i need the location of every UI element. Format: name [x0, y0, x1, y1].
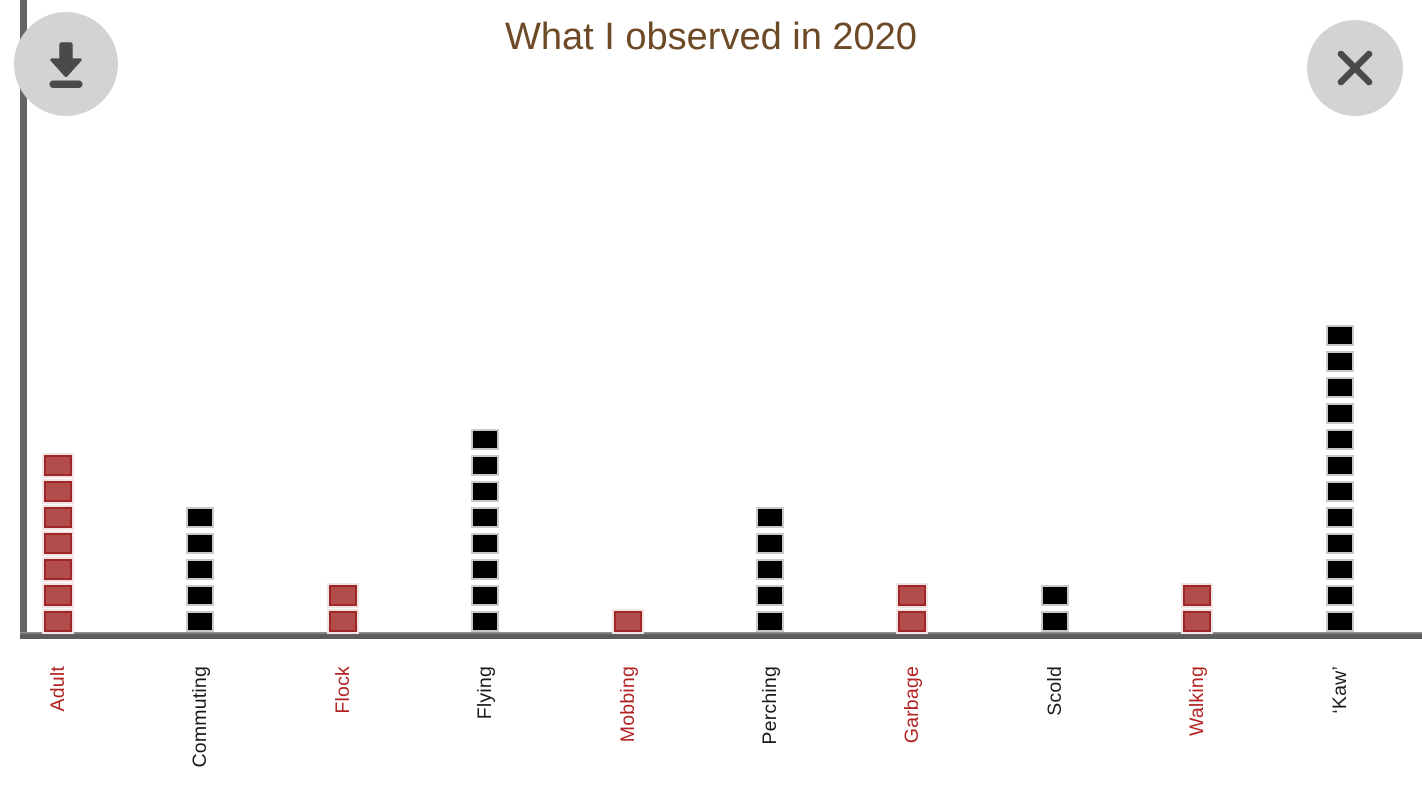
unit-square: [756, 507, 784, 528]
unit-square: [1325, 455, 1354, 476]
bar-column-kaw: [1325, 325, 1354, 632]
unit-square: [44, 533, 72, 554]
unit-square: [328, 585, 357, 606]
unit-square: [613, 611, 642, 632]
unit-square: [471, 611, 500, 632]
x-label-adult: Adult: [47, 666, 69, 712]
x-label-kaw: ‘Kaw’: [1328, 666, 1351, 714]
unit-square: [756, 559, 784, 580]
close-icon: [1337, 50, 1373, 86]
x-label-commuting: Commuting: [189, 666, 212, 768]
unit-square: [328, 611, 357, 632]
unit-square: [471, 559, 500, 580]
unit-square: [44, 585, 72, 606]
unit-square: [1325, 611, 1354, 632]
unit-square: [44, 611, 72, 632]
unit-square: [44, 559, 72, 580]
unit-square: [1325, 429, 1354, 450]
bar-column-mobbing: [613, 611, 642, 632]
y-axis: [20, 0, 27, 639]
unit-square: [471, 481, 500, 502]
bar-column-flock: [328, 585, 357, 632]
bar-column-perching: [756, 507, 784, 632]
download-button[interactable]: [14, 12, 118, 116]
x-label-flock: Flock: [331, 666, 354, 714]
bar-column-walking: [1183, 585, 1212, 632]
unit-square: [44, 507, 72, 528]
x-axis: [20, 632, 1422, 639]
close-button[interactable]: [1307, 20, 1403, 116]
unit-square: [1325, 481, 1354, 502]
unit-square: [1325, 377, 1354, 398]
unit-square: [898, 585, 927, 606]
x-label-perching: Perching: [759, 666, 781, 745]
unit-square: [471, 507, 500, 528]
unit-square: [756, 533, 784, 554]
x-label-flying: Flying: [474, 666, 497, 720]
unit-square: [1183, 611, 1212, 632]
download-icon: [49, 42, 83, 89]
unit-square: [471, 455, 500, 476]
x-label-mobbing: Mobbing: [616, 666, 639, 743]
unit-square: [186, 507, 215, 528]
unit-square: [1040, 611, 1069, 632]
unit-square: [186, 559, 215, 580]
unit-square: [471, 585, 500, 606]
unit-square: [186, 585, 215, 606]
unit-square: [1325, 325, 1354, 346]
unit-square: [44, 481, 72, 502]
unit-square: [1040, 585, 1069, 606]
x-label-scold: Scold: [1043, 666, 1066, 716]
unit-square: [898, 611, 927, 632]
unit-square: [756, 611, 784, 632]
x-label-garbage: Garbage: [901, 666, 924, 744]
unit-square: [1325, 351, 1354, 372]
unit-square: [1325, 403, 1354, 424]
unit-square: [471, 429, 500, 450]
unit-square: [471, 533, 500, 554]
unit-square: [1325, 559, 1354, 580]
unit-square: [1325, 533, 1354, 554]
unit-square: [1325, 585, 1354, 606]
bar-column-adult: [44, 455, 72, 632]
bar-column-commuting: [186, 507, 215, 632]
unit-square: [1183, 585, 1212, 606]
unit-square: [186, 533, 215, 554]
bar-column-garbage: [898, 585, 927, 632]
unit-square: [1325, 507, 1354, 528]
bar-column-scold: [1040, 585, 1069, 632]
unit-square: [186, 611, 215, 632]
x-label-walking: Walking: [1186, 666, 1209, 737]
chart-title: What I observed in 2020: [505, 16, 917, 58]
bar-column-flying: [471, 429, 500, 632]
unit-square: [44, 455, 72, 476]
unit-square: [756, 585, 784, 606]
